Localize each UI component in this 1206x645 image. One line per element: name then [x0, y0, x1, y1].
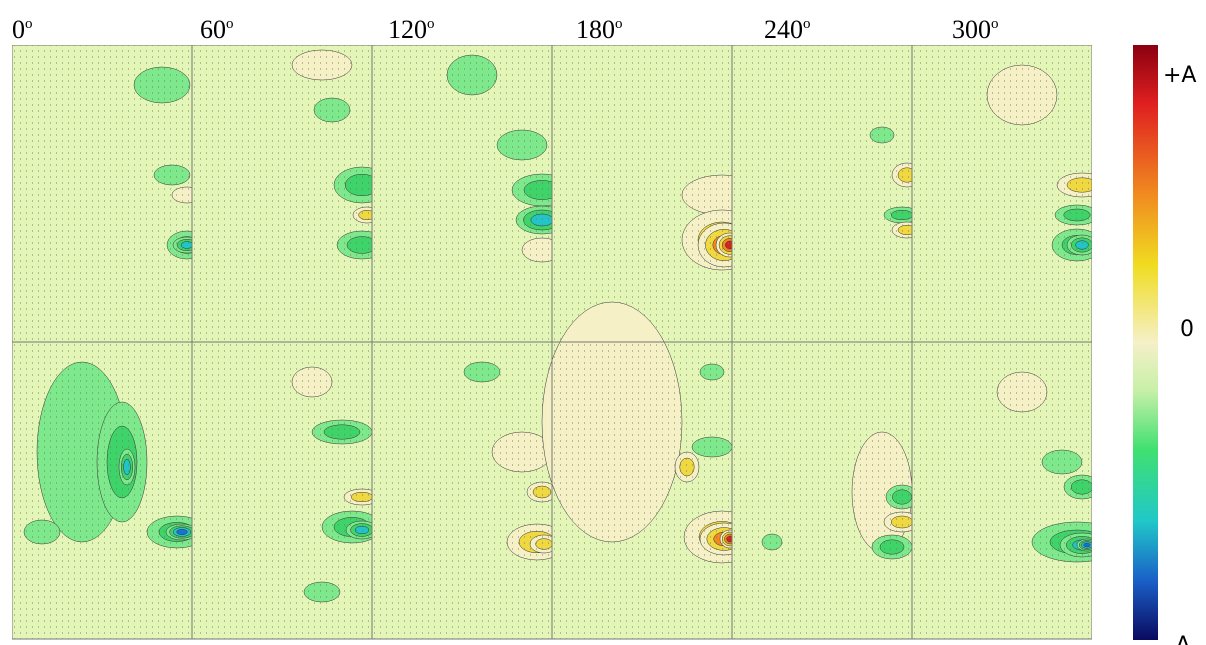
degree-sign: o	[991, 16, 999, 32]
vector-field	[12, 45, 192, 342]
panel	[372, 45, 572, 342]
panels	[12, 45, 1122, 639]
angle: 240	[764, 15, 803, 44]
colorbar-top-label: +A	[1163, 63, 1196, 88]
panel	[732, 45, 922, 342]
column-label: 240o	[764, 15, 811, 44]
degree-sign: o	[427, 16, 435, 32]
degree-sign: o	[615, 16, 623, 32]
panel	[12, 45, 207, 342]
column-label: 300o	[952, 15, 999, 44]
panel	[732, 342, 920, 639]
figure: 0o60o120o180o240o300o +A 0 -A	[0, 0, 1206, 645]
degree-sign: o	[803, 16, 811, 32]
vector-field	[192, 342, 372, 639]
panel	[192, 342, 382, 639]
vector-field	[192, 45, 372, 342]
angle: 180	[576, 15, 615, 44]
colorbar-middle-label: 0	[1180, 317, 1194, 342]
angle: 300	[952, 15, 991, 44]
column-label: 120o	[388, 15, 435, 44]
column-label: 180o	[576, 15, 623, 44]
column-label: 60o	[200, 15, 234, 44]
degree-sign: o	[25, 16, 33, 32]
panel	[12, 342, 207, 639]
angle: 0	[12, 15, 25, 44]
vector-field	[552, 342, 732, 639]
panel	[552, 45, 762, 342]
colorbar	[1133, 45, 1158, 640]
angle: 120	[388, 15, 427, 44]
panel	[372, 342, 567, 639]
panel	[192, 45, 390, 342]
vector-field	[732, 342, 912, 639]
vector-field	[732, 45, 912, 342]
vector-field	[372, 342, 552, 639]
panel	[912, 45, 1107, 342]
panel	[542, 302, 760, 639]
panel	[912, 342, 1122, 639]
colorbar-bottom-label: -A	[1168, 633, 1191, 645]
angle: 60	[200, 15, 226, 44]
column-label: 0o	[12, 15, 33, 44]
vector-field	[912, 342, 1092, 639]
vector-field	[912, 45, 1092, 342]
vector-field	[372, 45, 552, 342]
vector-field	[12, 342, 192, 639]
degree-sign: o	[226, 16, 234, 32]
vector-field	[552, 45, 732, 342]
